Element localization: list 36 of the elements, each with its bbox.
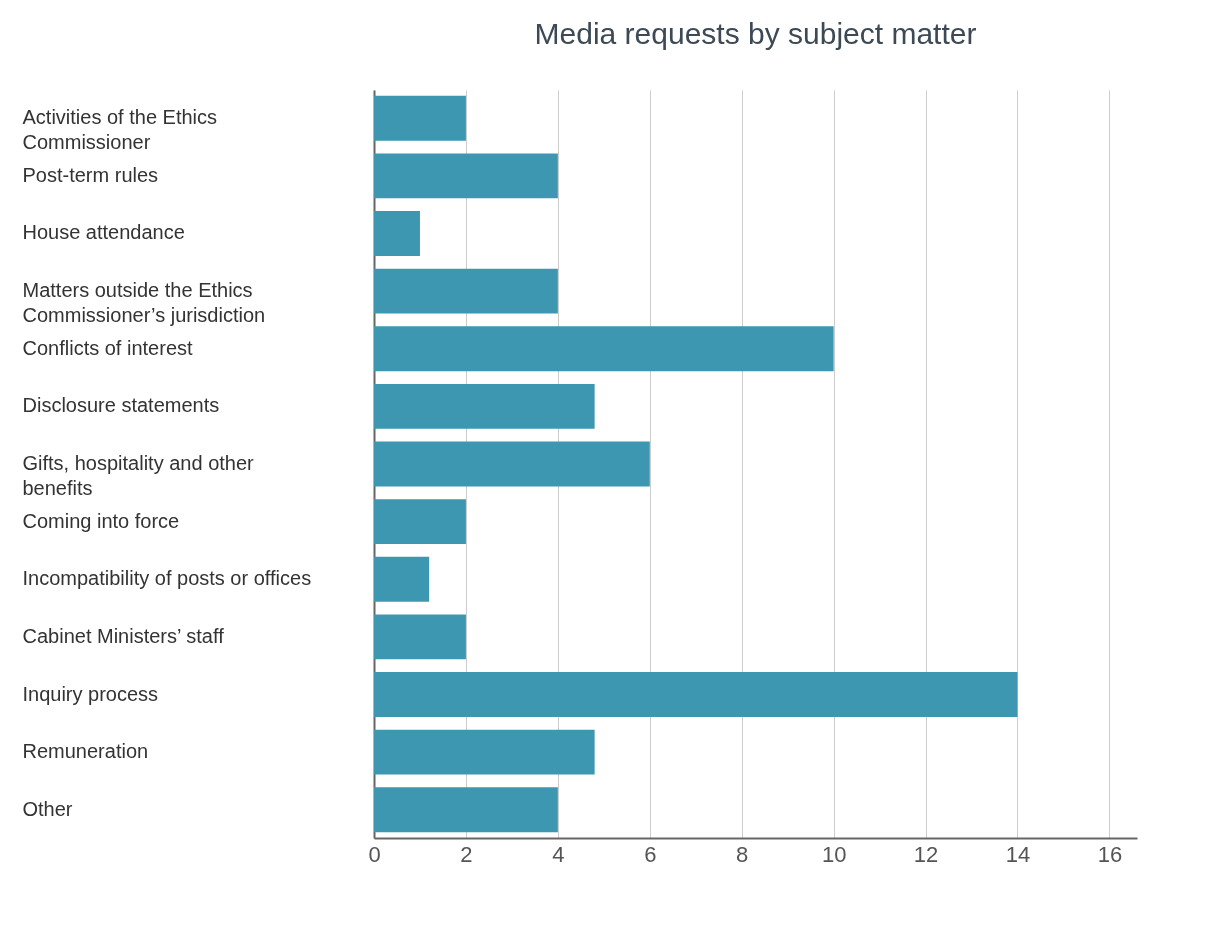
y-tick-label: Coming into force (22, 509, 180, 532)
y-tick-label: Post-term rules (22, 163, 159, 186)
bar (374, 729, 595, 775)
x-tick-label: 0 (368, 841, 381, 867)
y-tick-label: Gifts, hospitality and other benefits (22, 452, 255, 499)
bar (374, 326, 834, 372)
y-tick-label: Remuneration (22, 740, 149, 763)
bar (374, 441, 650, 487)
x-tick-label: 8 (736, 841, 749, 867)
y-tick-label: Matters outside the Ethics Commissioner’s jurisdiction (22, 279, 266, 327)
x-tick-label: 6 (644, 841, 657, 867)
x-tick-label: 10 (821, 841, 847, 867)
y-tick-label: House attendance (22, 221, 185, 244)
y-tick-label: Inquiry process (22, 682, 159, 705)
x-tick-label: 2 (460, 841, 473, 867)
bar (374, 95, 466, 141)
bar (374, 153, 558, 199)
y-tick-label: Activities of the Ethics Commissioner (22, 106, 218, 154)
bar (374, 211, 420, 256)
bar (374, 268, 558, 314)
y-tick-label: Cabinet Ministers’ staff (22, 624, 225, 647)
y-tick-label: Conflicts of interest (22, 336, 194, 359)
bar (374, 556, 430, 602)
y-tick-label: Incompatibility of posts or offices (22, 567, 312, 590)
x-tick-label: 12 (913, 841, 939, 867)
y-tick-label: Other (22, 797, 73, 820)
bar (374, 383, 595, 429)
bar (374, 499, 466, 545)
bar (374, 672, 1018, 717)
x-tick-label: 4 (552, 841, 565, 867)
chart-title: Media requests by subject matter (534, 17, 977, 50)
bar (374, 614, 466, 660)
x-tick-label: 14 (1005, 841, 1031, 867)
x-tick-label: 16 (1097, 841, 1123, 867)
y-tick-label: Disclosure statements (22, 394, 220, 417)
bar (374, 787, 558, 833)
